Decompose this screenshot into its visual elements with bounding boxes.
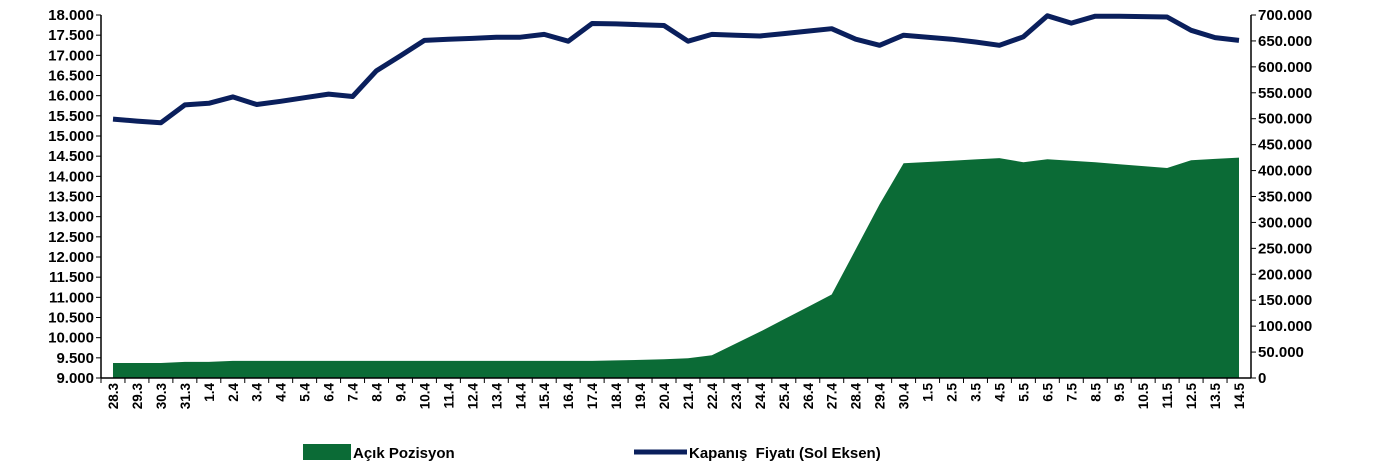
left-tick-label: 13.000: [48, 209, 94, 226]
left-tick-label: 17.000: [48, 47, 94, 64]
x-tick-label: 4.4: [274, 383, 289, 402]
right-tick-label: 200.000: [1258, 266, 1312, 283]
x-tick-label: 11.4: [441, 383, 456, 409]
x-tick-label: 27.4: [825, 383, 840, 410]
right-tick-label: 350.000: [1258, 189, 1312, 206]
left-tick-label: 9.500: [56, 350, 94, 367]
right-axis-ticks: 0 50.000 100.000 150.000 200.000 250.000 300.0…: [1251, 7, 1312, 387]
x-tick-label: 29.4: [873, 383, 888, 410]
x-tick-label: 26.4: [801, 383, 816, 410]
x-tick-label: 10.4: [417, 383, 432, 410]
right-tick-label: 450.000: [1258, 137, 1312, 154]
legend-label-area: Açık Pozisyon: [353, 445, 455, 462]
x-tick-label: 21.4: [681, 383, 696, 410]
x-tick-label: 6.4: [322, 383, 337, 402]
legend-label-line: Kapanış Fiyatı (Sol Eksen): [689, 445, 881, 462]
left-tick-label: 14.500: [48, 148, 94, 165]
x-tick-label: 17.4: [585, 383, 600, 410]
right-tick-label: 400.000: [1258, 163, 1312, 180]
x-tick-label: 9.5: [1112, 383, 1127, 402]
x-tick-label: 22.4: [705, 383, 720, 410]
x-tick-label: 15.4: [537, 383, 552, 410]
left-tick-label: 16.500: [48, 68, 94, 85]
x-tick-label: 28.4: [849, 383, 864, 410]
right-tick-label: 100.000: [1258, 318, 1312, 335]
left-tick-label: 18.000: [48, 7, 94, 24]
x-tick-label: 1.5: [921, 383, 936, 402]
line-series-kapanis-fiyati: [112, 13, 1240, 126]
x-tick-label: 8.4: [370, 383, 385, 402]
x-tick-label: 24.4: [753, 383, 768, 410]
x-tick-label: 6.5: [1040, 383, 1055, 402]
x-tick-label: 31.3: [178, 383, 193, 410]
x-tick-label: 23.4: [729, 383, 744, 410]
right-tick-label: 150.000: [1258, 292, 1312, 309]
line-layer: [112, 13, 1240, 126]
x-tick-label: 8.5: [1088, 383, 1103, 402]
left-tick-label: 10.000: [48, 330, 94, 347]
x-tick-label: 1.4: [202, 383, 217, 402]
legend-swatch-area: [303, 444, 351, 460]
left-tick-label: 10.500: [48, 310, 94, 327]
left-tick-label: 15.000: [48, 128, 94, 145]
x-tick-label: 5.5: [1016, 383, 1031, 402]
left-tick-label: 15.500: [48, 108, 94, 125]
x-tick-label: 4.5: [992, 383, 1007, 402]
x-tick-label: 14.4: [513, 383, 528, 410]
right-tick-label: 550.000: [1258, 85, 1312, 102]
x-tick-label: 20.4: [657, 383, 672, 410]
right-tick-label: 250.000: [1258, 240, 1312, 257]
area-layer: [112, 157, 1240, 378]
x-tick-label: 5.4: [298, 383, 313, 402]
x-tick-label: 3.4: [250, 383, 265, 402]
x-tick-label: 18.4: [609, 383, 624, 410]
x-tick-label: 12.4: [465, 383, 480, 410]
left-tick-label: 9.000: [56, 370, 94, 387]
x-tick-label: 12.5: [1184, 383, 1199, 410]
right-tick-label: 700.000: [1258, 7, 1312, 24]
right-tick-label: 600.000: [1258, 59, 1312, 76]
x-tick-label: 11.5: [1160, 383, 1175, 409]
legend: Açık Pozisyon Kapanış Fiyatı (Sol Eksen): [303, 444, 881, 462]
left-tick-label: 11.000: [49, 289, 94, 306]
left-tick-label: 13.500: [48, 189, 94, 206]
x-tick-label: 30.4: [897, 383, 912, 410]
x-axis-ticks: 28.3 29.3 30.3 31.3 1.4 2.4 3.4 4.4 5.4 6.4 7.4 8.4…: [100, 378, 1247, 410]
x-tick-label: 3.5: [968, 383, 983, 402]
x-tick-label: 14.5: [1232, 383, 1247, 410]
left-tick-label: 17.500: [48, 27, 94, 44]
x-tick-label: 13.5: [1208, 383, 1223, 410]
x-tick-label: 7.5: [1064, 383, 1079, 402]
x-tick-label: 19.4: [633, 383, 648, 410]
left-tick-label: 14.000: [48, 168, 94, 185]
x-tick-label: 2.5: [945, 383, 960, 402]
area-series-acik-pozisyon: [112, 157, 1240, 378]
left-tick-label: 11.500: [49, 269, 94, 286]
right-tick-label: 500.000: [1258, 111, 1312, 128]
x-tick-label: 2.4: [226, 383, 241, 402]
right-tick-label: 50.000: [1258, 344, 1304, 361]
left-axis-ticks: 9.000 9.500 10.000 10.500 11.000 11.500 12.000…: [48, 7, 101, 387]
x-tick-label: 25.4: [777, 383, 792, 410]
x-tick-label: 13.4: [489, 383, 504, 410]
left-tick-label: 12.500: [48, 229, 94, 246]
x-tick-label: 7.4: [346, 383, 361, 402]
left-tick-label: 16.000: [48, 88, 94, 105]
x-tick-label: 30.3: [154, 383, 169, 410]
left-tick-label: 12.000: [48, 249, 94, 266]
x-tick-label: 9.4: [393, 383, 408, 402]
right-tick-label: 300.000: [1258, 214, 1312, 231]
x-tick-label: 29.3: [130, 383, 145, 410]
x-tick-label: 10.5: [1136, 383, 1151, 410]
right-tick-label: 0: [1258, 370, 1266, 387]
x-tick-label: 28.3: [106, 383, 121, 410]
right-tick-label: 650.000: [1258, 33, 1312, 50]
x-tick-label: 16.4: [561, 383, 576, 410]
